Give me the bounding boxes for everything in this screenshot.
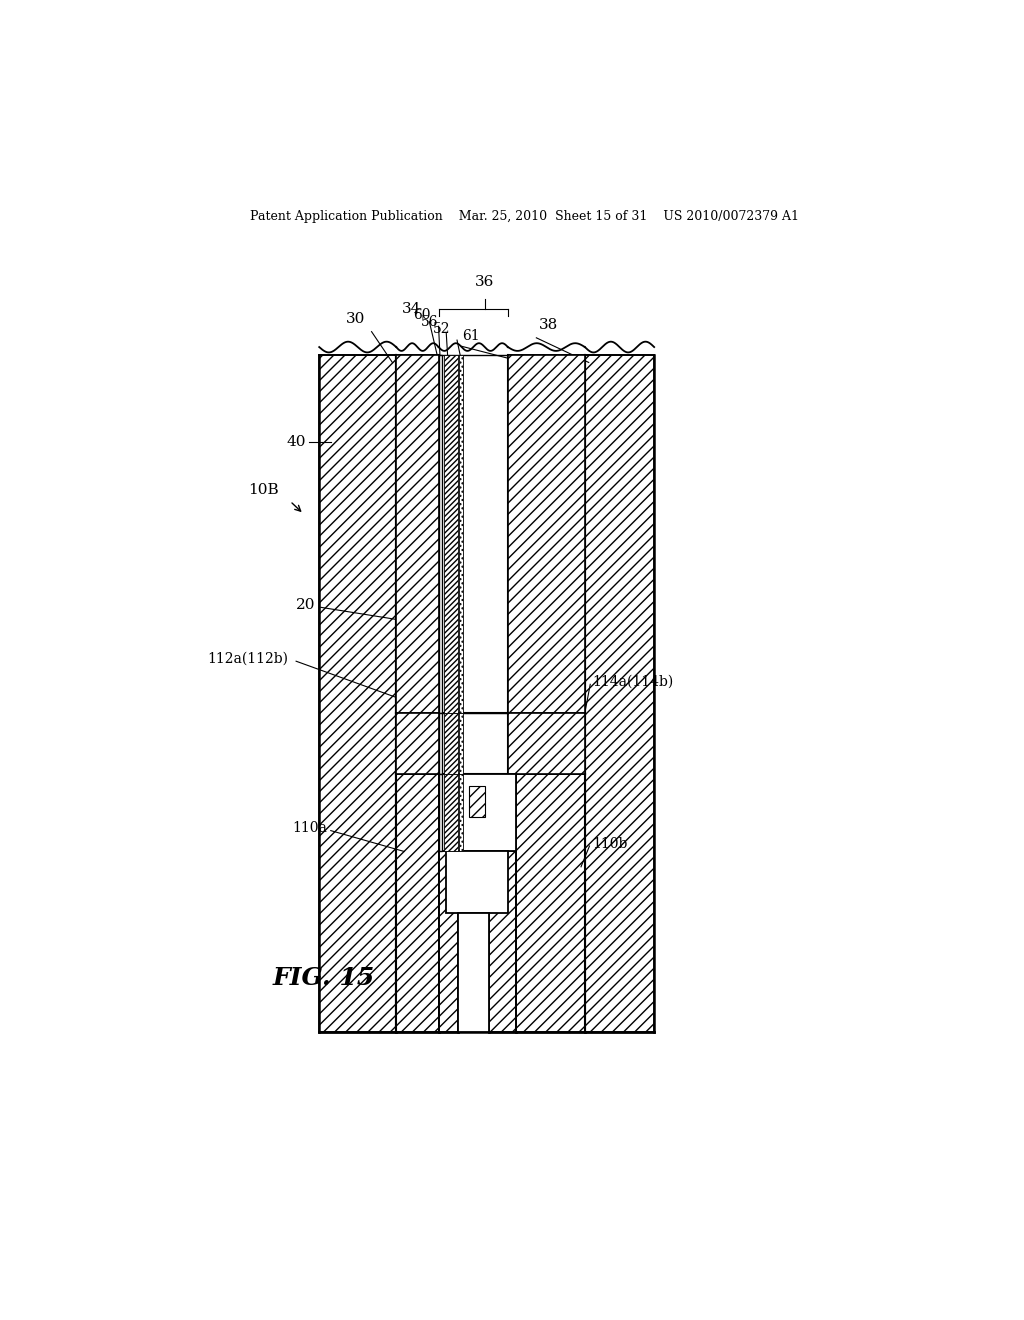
Bar: [585, 355, 654, 1032]
Bar: [438, 355, 442, 713]
Bar: [438, 713, 442, 775]
Bar: [444, 355, 458, 713]
Bar: [444, 775, 458, 851]
Bar: [396, 713, 438, 775]
Text: 110a: 110a: [292, 821, 327, 836]
Text: 38: 38: [539, 318, 558, 331]
Bar: [446, 851, 508, 913]
Bar: [396, 355, 438, 713]
Bar: [460, 775, 463, 851]
Bar: [460, 355, 463, 713]
Bar: [319, 355, 396, 1032]
Text: 52: 52: [432, 322, 451, 337]
Text: 56: 56: [421, 315, 438, 330]
Text: 60: 60: [414, 309, 431, 322]
Text: FIG. 15: FIG. 15: [273, 966, 375, 990]
Bar: [396, 775, 438, 1032]
Bar: [508, 355, 585, 713]
Bar: [488, 851, 515, 1032]
Text: 36: 36: [475, 276, 495, 289]
Text: 112a(112b): 112a(112b): [208, 652, 289, 665]
Text: 40: 40: [287, 434, 306, 449]
Text: 114a(114b): 114a(114b): [593, 675, 674, 689]
Bar: [458, 913, 488, 1032]
Text: 110b: 110b: [593, 837, 628, 850]
Text: 20: 20: [296, 598, 315, 612]
Text: Patent Application Publication    Mar. 25, 2010  Sheet 15 of 31    US 2010/00723: Patent Application Publication Mar. 25, …: [250, 210, 800, 223]
Bar: [444, 713, 458, 775]
Bar: [438, 775, 442, 851]
Bar: [469, 785, 484, 817]
Text: 30: 30: [346, 313, 366, 326]
Bar: [508, 713, 585, 775]
Bar: [438, 851, 458, 1032]
Text: 34: 34: [402, 302, 422, 317]
Text: 61: 61: [462, 329, 479, 343]
Text: 10B: 10B: [249, 483, 280, 496]
Bar: [438, 775, 515, 851]
Bar: [515, 775, 585, 1032]
Bar: [460, 713, 463, 775]
